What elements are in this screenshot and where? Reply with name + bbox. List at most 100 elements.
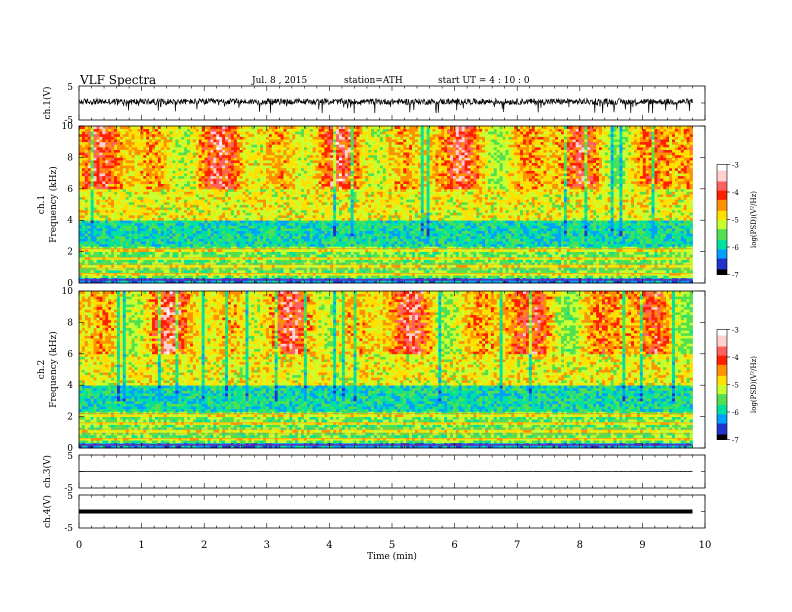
spectrogram-cell [146, 256, 150, 260]
spectrogram-cell [195, 141, 200, 145]
spectrogram-cell [84, 196, 89, 200]
spectrogram-cell [286, 154, 290, 158]
spectrogram-cell [265, 201, 270, 205]
spectrogram-cell [309, 254, 314, 258]
spectrogram-cell [190, 152, 194, 156]
spectrogram-cell [260, 139, 264, 143]
spectrogram-cell [90, 275, 95, 279]
spectrogram-cell [227, 194, 232, 198]
spectrogram-cell [225, 170, 229, 174]
spectrogram-cell [192, 141, 197, 145]
spectrogram-cell [181, 230, 185, 234]
spectrogram-cell [154, 165, 159, 169]
spectrogram-cell [222, 128, 226, 132]
spectrogram-cell [175, 212, 179, 216]
spectrogram-cell [219, 256, 223, 260]
spectrogram-cell [192, 238, 197, 242]
spectrogram-cell [122, 201, 127, 205]
spectrogram-cell [230, 136, 235, 140]
spectrogram-cell [111, 212, 115, 216]
spectrogram-cell [140, 152, 144, 156]
spectrogram-cell [303, 144, 308, 148]
spectrogram-cell [166, 254, 170, 258]
spectrogram-cell [251, 230, 255, 234]
spectrogram-cell [210, 222, 214, 226]
spectrogram-cell [289, 220, 293, 224]
spectrogram-cell [99, 133, 103, 137]
spectrogram-cell [93, 160, 97, 164]
spectrogram-cell [87, 254, 92, 258]
spectrogram-cell [292, 222, 296, 226]
spectrogram-cell [131, 254, 135, 258]
spectrogram-cell [312, 175, 317, 179]
spectrogram-cell [312, 269, 317, 273]
spectrogram-cell [260, 146, 264, 150]
spectrogram-cell [152, 128, 156, 132]
spectrogram-cell [116, 199, 121, 203]
spectrogram-cell [93, 141, 97, 145]
spectrogram-cell [216, 136, 220, 140]
spectrogram-cell [274, 126, 279, 130]
spectrogram-cell [219, 217, 223, 221]
spectrogram-cell [233, 238, 238, 242]
spectrogram-cell [309, 146, 314, 150]
spectrogram-cell [219, 191, 223, 195]
spectrogram-cell [263, 228, 267, 232]
spectrogram-cell [216, 194, 220, 198]
spectrogram-cell [192, 131, 197, 135]
spectrogram-cell [96, 275, 100, 279]
spectrogram-cell [152, 141, 156, 145]
spectrogram-cell [301, 186, 305, 190]
spectrogram-cell [204, 201, 208, 205]
spectrogram-cell [289, 259, 293, 263]
spectrogram-cell [201, 212, 206, 216]
spectrogram-cell [309, 217, 314, 221]
spectrogram-cell [260, 128, 264, 132]
spectrogram-cell [111, 262, 115, 266]
spectrogram-cell [187, 222, 191, 226]
spectrogram-cell [225, 235, 229, 239]
spectrogram-cell [114, 264, 118, 268]
spectrogram-cell [210, 157, 214, 161]
spectrogram-cell [157, 209, 162, 213]
spectrogram-cell [274, 191, 279, 195]
spectrogram-cell [257, 128, 261, 132]
spectrogram-cell [312, 275, 317, 279]
spectrogram-cell [79, 165, 83, 169]
spectrogram-cell [79, 188, 83, 192]
spectrogram-cell [108, 167, 112, 171]
spectrogram-cell [271, 256, 276, 260]
spectrogram-cell [216, 139, 220, 143]
spectrogram-cell [292, 220, 296, 224]
spectrogram-cell [192, 136, 197, 140]
spectrogram-cell [114, 275, 118, 279]
spectrogram-cell [236, 146, 241, 150]
spectrogram-cell [152, 186, 156, 190]
spectrogram-cell [298, 256, 302, 260]
spectrogram-cell [295, 152, 299, 156]
spectrogram-cell [131, 136, 135, 140]
spectrogram-cell [233, 136, 238, 140]
spectrogram-cell [263, 212, 267, 216]
spectrogram-cell [280, 241, 284, 245]
spectrogram-cell [163, 133, 168, 137]
spectrogram-cell [230, 157, 235, 161]
spectrogram-cell [137, 256, 141, 260]
spectrogram-cell [207, 212, 211, 216]
spectrogram-cell [230, 183, 235, 187]
spectrogram-cell [213, 207, 217, 211]
spectrogram-cell [114, 251, 118, 255]
spectrogram-cell [192, 233, 197, 237]
spectrogram-cell [204, 152, 208, 156]
spectrogram-cell [242, 186, 246, 190]
spectrogram-cell [242, 131, 246, 135]
spectrogram-cell [108, 191, 112, 195]
spectrogram-cell [154, 133, 159, 137]
spectrogram-cell [175, 225, 179, 229]
spectrogram-cell [122, 136, 127, 140]
spectrogram-cell [131, 162, 135, 166]
spectrogram-cell [309, 144, 314, 148]
spectrogram-cell [239, 220, 243, 224]
spectrogram-cell [169, 254, 173, 258]
spectrogram-cell [79, 230, 83, 234]
